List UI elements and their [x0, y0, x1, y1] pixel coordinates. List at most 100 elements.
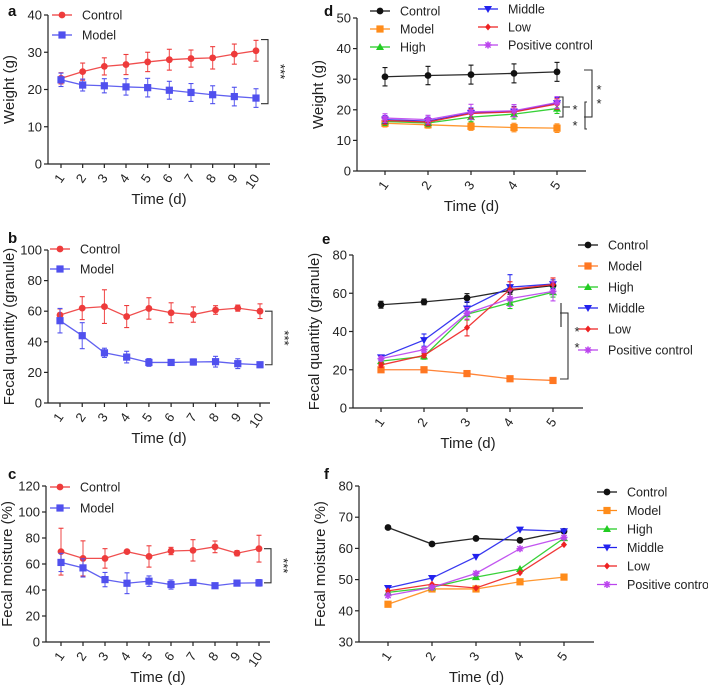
x-tick-label: 8	[206, 410, 222, 425]
legend-item: Positive control	[578, 344, 693, 358]
x-tick-label: 1	[375, 178, 391, 193]
series-control	[57, 39, 260, 85]
legend-item: Model	[370, 23, 434, 37]
data-point	[484, 6, 492, 13]
legend-item: Control	[50, 481, 120, 495]
data-point	[603, 506, 611, 515]
data-point	[561, 541, 567, 549]
legend-item: Model	[52, 29, 116, 43]
y-tick-label: 20	[333, 362, 347, 377]
data-point	[381, 114, 389, 122]
y-tick-label: 40	[339, 603, 353, 618]
x-axis-title: Time (d)	[130, 669, 185, 686]
legend-label: Model	[82, 29, 116, 43]
y-tick-label: 60	[26, 557, 40, 572]
data-point	[79, 81, 87, 89]
x-tick-label: 4	[116, 171, 132, 186]
data-point	[56, 245, 64, 253]
star-stroke	[377, 355, 385, 362]
series-line	[60, 50, 257, 79]
data-point	[510, 107, 518, 115]
star-stroke	[420, 346, 428, 353]
data-point	[420, 346, 428, 354]
star-stroke	[603, 581, 611, 588]
data-point	[252, 47, 260, 55]
y-tick-label: 20	[337, 102, 351, 117]
x-tick-label: 3	[95, 649, 111, 664]
data-point	[463, 294, 471, 302]
legend-label: High	[400, 41, 426, 55]
data-point	[428, 583, 436, 591]
legend-item: Model	[50, 502, 114, 516]
x-tick-label: 4	[117, 410, 133, 425]
data-point	[79, 564, 87, 572]
significance-bracket	[261, 39, 269, 105]
y-tick-label: 40	[28, 8, 42, 23]
panel-label: a	[8, 3, 17, 20]
series-positive-control	[384, 533, 568, 600]
y-tick-label: 50	[337, 11, 351, 26]
x-tick-label: 4	[504, 178, 520, 193]
data-point	[123, 579, 131, 587]
y-tick-label: 120	[18, 479, 40, 494]
legend-label: Control	[82, 9, 122, 23]
data-point	[100, 349, 109, 357]
data-point	[584, 262, 592, 270]
x-tick-label: 6	[161, 649, 177, 664]
significance-bracket	[584, 101, 587, 130]
legend-label: Model	[608, 260, 642, 274]
data-point	[230, 92, 238, 101]
legend-label: Model	[400, 23, 434, 37]
data-point	[604, 562, 610, 570]
data-point	[376, 43, 384, 50]
series-control	[381, 61, 561, 87]
y-tick-label: 40	[28, 334, 42, 349]
data-point	[549, 287, 557, 295]
legend-label: Model	[627, 504, 661, 518]
x-tick-label: 2	[422, 649, 438, 664]
panel-label: e	[322, 231, 330, 248]
panel-label: d	[324, 3, 333, 20]
series-control	[56, 289, 264, 329]
y-tick-label: 70	[339, 510, 353, 525]
x-tick-label: 3	[94, 410, 110, 425]
data-point	[189, 358, 197, 366]
data-point	[187, 88, 195, 97]
data-point	[463, 309, 471, 317]
x-tick-label: 6	[161, 410, 177, 425]
data-point	[473, 584, 479, 592]
y-tick-label: 40	[333, 324, 347, 339]
data-point	[378, 361, 384, 369]
data-point	[56, 504, 64, 512]
y-axis-title: Weight (g)	[1, 55, 18, 124]
data-point	[377, 366, 385, 374]
legend-item: Low	[478, 21, 532, 35]
data-point	[123, 548, 131, 556]
significance-label: *	[572, 102, 577, 117]
legend-label: Low	[508, 21, 532, 35]
x-tick-label: 2	[414, 415, 430, 430]
significance-brackets: **	[560, 303, 580, 380]
significance-label: *	[574, 340, 579, 355]
data-point	[424, 116, 432, 124]
y-tick-label: 50	[339, 572, 353, 587]
data-point	[145, 305, 153, 312]
x-tick-label: 9	[224, 171, 240, 186]
x-tick-label: 5	[547, 178, 563, 193]
star-stroke	[560, 534, 568, 541]
x-axis-title: Time (d)	[131, 191, 186, 208]
x-tick-label: 5	[139, 410, 155, 425]
data-point	[167, 358, 175, 367]
legend-item: Positive control	[597, 578, 708, 592]
data-point	[145, 553, 153, 560]
y-axis-title: Fecal moisture (%)	[0, 501, 16, 627]
legend-item: Middle	[478, 3, 545, 17]
data-point	[516, 526, 524, 534]
x-tick-label: 3	[466, 649, 482, 664]
legend-label: Low	[608, 323, 632, 337]
significance-brackets: ***	[264, 548, 291, 584]
data-point	[56, 317, 64, 325]
x-tick-label: 3	[457, 415, 473, 430]
data-point	[516, 564, 524, 572]
data-point	[167, 580, 175, 589]
